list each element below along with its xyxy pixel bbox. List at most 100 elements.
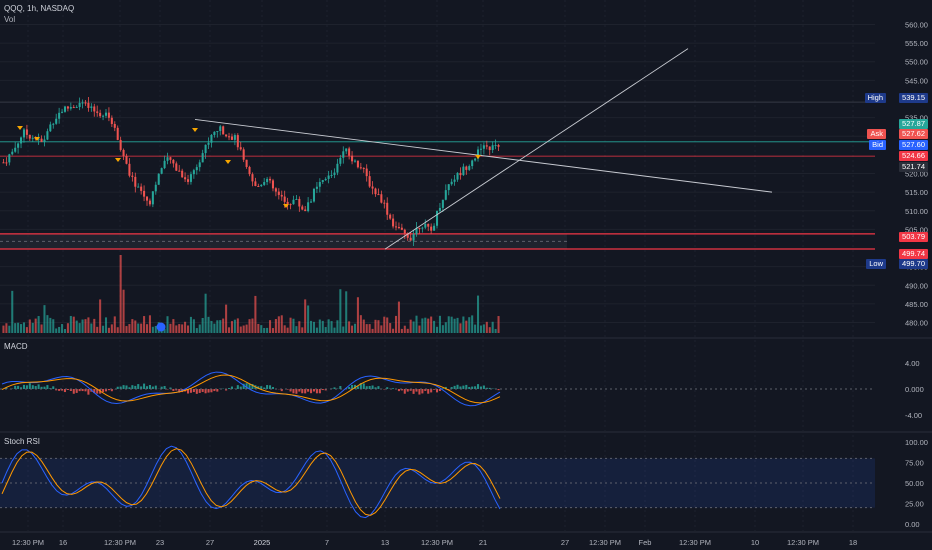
macd-histogram-bar xyxy=(435,389,439,393)
macd-histogram-bar xyxy=(456,384,459,389)
candle-body xyxy=(333,172,336,175)
volume-bar xyxy=(63,328,67,333)
macd-histogram-bar xyxy=(377,386,380,389)
candle-body xyxy=(295,198,298,200)
candle-body xyxy=(213,131,216,135)
macd-histogram-bar xyxy=(427,389,430,394)
macd-histogram-bar xyxy=(485,387,488,389)
macd-histogram-bar xyxy=(339,386,342,389)
macd-histogram-bar xyxy=(34,386,37,389)
volume-bar xyxy=(99,299,102,333)
candle-body xyxy=(312,188,316,202)
volume-bar xyxy=(312,321,316,333)
macd-histogram-bar xyxy=(418,389,421,395)
marker-triangle xyxy=(225,160,231,164)
candle-body xyxy=(465,166,468,170)
macd-histogram-bar xyxy=(230,386,233,389)
candle-body xyxy=(75,106,78,108)
macd-histogram-bar xyxy=(195,389,198,394)
candle-body xyxy=(254,181,257,186)
macd-histogram-bar xyxy=(22,384,25,389)
candle-body xyxy=(40,138,43,142)
volume-bar xyxy=(96,326,99,333)
volume-bar xyxy=(93,318,96,333)
macd-histogram-bar xyxy=(31,385,34,389)
macd-histogram-bar xyxy=(450,387,453,389)
volume-bar xyxy=(412,321,415,333)
candle-body xyxy=(131,175,134,177)
price-tick: 535.00 xyxy=(905,114,928,123)
macd-signal-line xyxy=(1,374,501,404)
candle-body xyxy=(377,194,380,196)
volume-bar xyxy=(491,321,494,333)
candle-body xyxy=(69,107,72,109)
candle-body xyxy=(477,149,480,159)
macd-tick: -4.00 xyxy=(905,411,922,420)
candle-body xyxy=(263,182,266,185)
volume-bar xyxy=(397,301,400,333)
candle-body xyxy=(415,227,418,235)
candle-body xyxy=(107,112,110,118)
volume-bar xyxy=(148,315,151,333)
candle-body xyxy=(195,167,198,171)
volume-bar xyxy=(116,327,119,333)
candle-body xyxy=(260,184,263,187)
volume-bar xyxy=(131,319,134,333)
volume-bar xyxy=(75,320,78,333)
volume-bar xyxy=(69,315,72,333)
macd-histogram-bar xyxy=(430,389,433,393)
macd-histogram-bar xyxy=(438,389,441,391)
volume-bar xyxy=(20,324,23,333)
volume-bar xyxy=(140,323,143,333)
volume-bar xyxy=(222,318,225,333)
candle-body xyxy=(160,168,163,174)
macd-histogram-bar xyxy=(488,387,491,389)
candle-body xyxy=(348,148,351,156)
macd-histogram-bar xyxy=(266,385,269,389)
candle-body xyxy=(485,145,488,147)
macd-histogram-bar xyxy=(131,385,134,389)
macd-histogram-bar xyxy=(192,389,195,393)
macd-histogram-bar xyxy=(110,389,113,392)
candle-body xyxy=(5,162,8,164)
macd-histogram-bar xyxy=(201,389,204,392)
volume-bar xyxy=(430,316,433,333)
candle-body xyxy=(140,186,143,191)
macd-histogram-bar xyxy=(125,385,128,389)
volume-bar xyxy=(31,322,34,333)
low-label: Low xyxy=(866,259,886,269)
candle-body xyxy=(345,148,348,152)
candle-body xyxy=(336,163,339,173)
time-label: 16 xyxy=(59,538,67,547)
candle-body xyxy=(175,163,178,171)
volume-bar xyxy=(61,324,64,333)
candle-body xyxy=(251,174,254,182)
volume-bar xyxy=(389,323,392,333)
candle-body xyxy=(134,176,137,187)
candle-body xyxy=(274,188,277,192)
volume-bar xyxy=(468,317,471,333)
macd-histogram-bar xyxy=(477,384,480,389)
candle-body xyxy=(386,202,389,215)
symbol-title[interactable]: QQQ, 1h, NASDAQ xyxy=(4,4,75,13)
volume-bar xyxy=(184,321,187,333)
marker-triangle xyxy=(17,126,23,130)
time-label: 2025 xyxy=(254,538,271,547)
volume-bar xyxy=(433,320,436,333)
candle-body xyxy=(409,237,412,241)
stoch-k-line xyxy=(1,445,501,519)
volume-bar xyxy=(178,324,181,333)
candle-body xyxy=(184,177,187,180)
time-label: 12:30 PM xyxy=(787,538,819,547)
volume-bar xyxy=(298,321,301,333)
volume-bar xyxy=(465,320,468,333)
macd-histogram-bar xyxy=(143,383,146,389)
candle-body xyxy=(25,129,28,135)
candle-body xyxy=(266,178,269,183)
volume-bar xyxy=(345,291,348,333)
time-label: 23 xyxy=(156,538,164,547)
volume-bar xyxy=(189,316,192,333)
macd-histogram-bar xyxy=(462,385,465,389)
candle-body xyxy=(222,126,225,135)
